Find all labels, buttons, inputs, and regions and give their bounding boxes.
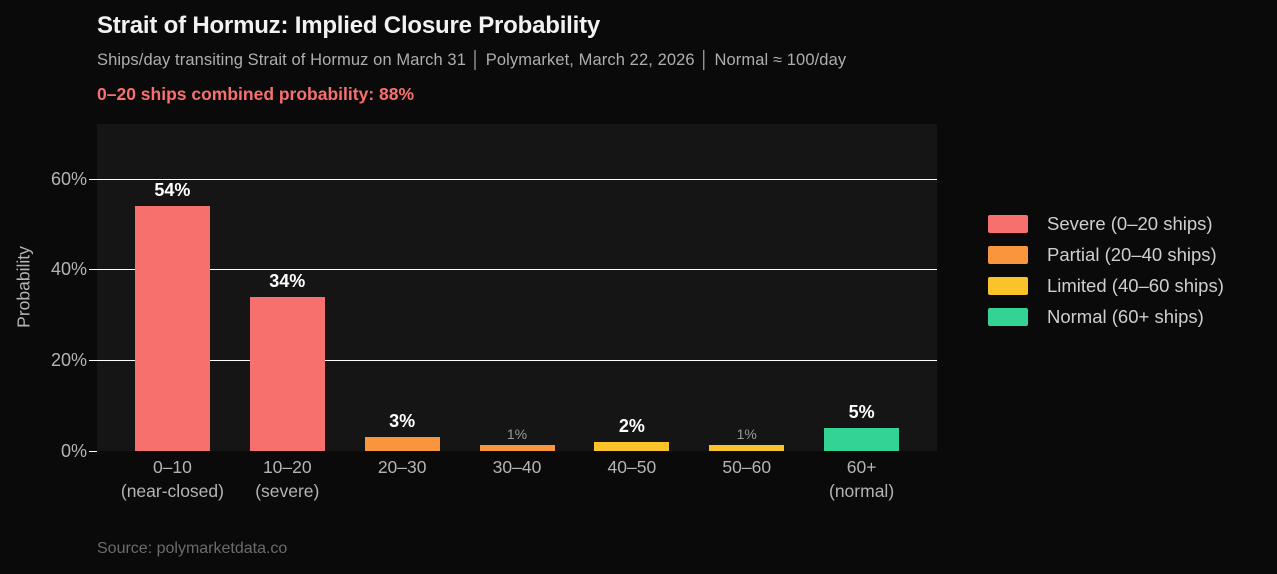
bars-container: 54% 34% 3% 1% 2% 1% 5% <box>97 124 937 451</box>
legend-label-normal: Normal (60+ ships) <box>1047 306 1204 327</box>
bar-slot-50–60: 1% <box>689 124 804 451</box>
x-tick-line1: 50–60 <box>722 457 772 477</box>
bar-0–10 <box>134 205 210 451</box>
legend-item-severe: Severe (0–20 ships) <box>988 213 1224 234</box>
source-credit: Source: polymarketdata.co <box>97 540 288 557</box>
legend-item-limited: Limited (40–60 ships) <box>988 275 1224 296</box>
x-tick-label-40–50: 40–50 <box>574 456 689 503</box>
bar-value-label: 3% <box>389 411 416 432</box>
plot-area: 0% 20% 40% 60% 54% 34% 3% 1% 2% 1% 5% <box>51 124 937 461</box>
bar-slot-0–10: 54% <box>115 124 230 451</box>
x-tick-label-0–10: 0–10 (near-closed) <box>115 456 230 503</box>
x-tick-line2: (severe) <box>255 480 320 501</box>
y-tick-mark-60 <box>89 178 97 180</box>
legend: Severe (0–20 ships) Partial (20–40 ships)… <box>988 213 1224 327</box>
bar-50–60 <box>709 444 785 451</box>
gridline-20 <box>97 360 937 362</box>
legend-label-partial: Partial (20–40 ships) <box>1047 244 1217 265</box>
bar-value-label: 54% <box>154 179 191 200</box>
bar-slot-40–50: 2% <box>574 124 689 451</box>
bar-slot-60+: 5% <box>804 124 919 451</box>
x-tick-label-30–40: 30–40 <box>460 456 575 503</box>
bar-value-label: 5% <box>848 402 875 423</box>
bar-10–20 <box>249 296 325 451</box>
bar-30–40 <box>479 444 555 451</box>
gridline-40 <box>97 269 937 271</box>
bar-slot-10–20: 34% <box>230 124 345 451</box>
x-tick-label-10–20: 10–20 (severe) <box>230 456 345 503</box>
x-tick-line1: 60+ <box>846 457 877 477</box>
legend-item-partial: Partial (20–40 ships) <box>988 244 1224 265</box>
combined-probability-callout: 0–20 ships combined probability: 88% <box>97 84 415 104</box>
bar-value-label: 34% <box>269 270 306 291</box>
bar-60+ <box>824 428 900 451</box>
y-tick-mark-20 <box>89 360 97 362</box>
bar-value-label: 1% <box>506 425 528 442</box>
bar-40–50 <box>594 441 670 451</box>
chart-subtitle: Ships/day transiting Strait of Hormuz on… <box>97 51 847 69</box>
y-tick-label-0: 0% <box>60 441 87 461</box>
x-tick-line1: 10–20 <box>262 457 312 477</box>
y-tick-label-20: 20% <box>50 350 87 371</box>
legend-swatch-normal <box>988 308 1028 326</box>
x-tick-label-50–60: 50–60 <box>689 456 804 503</box>
x-tick-line1: 40–50 <box>607 457 657 477</box>
x-axis-labels: 0–10 (near-closed) 10–20 (severe) 20–30 30–40… <box>97 456 937 503</box>
bar-slot-20–30: 3% <box>345 124 460 451</box>
x-tick-label-20–30: 20–30 <box>345 456 460 503</box>
legend-item-normal: Normal (60+ ships) <box>988 306 1224 327</box>
x-tick-line2: (near-closed) <box>120 480 224 501</box>
bar-20–30 <box>364 437 440 451</box>
x-tick-label-60+: 60+ (normal) <box>804 456 919 503</box>
y-tick-label-40: 40% <box>50 259 87 280</box>
y-tick-mark-0 <box>89 451 97 452</box>
legend-label-severe: Severe (0–20 ships) <box>1047 213 1213 234</box>
y-tick-mark-40 <box>89 269 97 271</box>
x-tick-line2: (normal) <box>829 480 895 501</box>
legend-swatch-limited <box>988 277 1028 295</box>
x-tick-line1: 30–40 <box>492 457 542 477</box>
bar-slot-30–40: 1% <box>460 124 575 451</box>
bar-value-label: 1% <box>736 425 757 442</box>
legend-label-limited: Limited (40–60 ships) <box>1047 275 1224 296</box>
x-tick-line1: 0–10 <box>152 457 192 477</box>
gridline-60 <box>97 178 937 180</box>
legend-swatch-partial <box>988 246 1028 264</box>
legend-swatch-severe <box>988 215 1028 233</box>
y-tick-label-60: 60% <box>50 168 87 189</box>
x-tick-line1: 20–30 <box>377 457 427 477</box>
page-title: Strait of Hormuz: Implied Closure Probab… <box>97 12 601 39</box>
bar-value-label: 2% <box>618 415 645 436</box>
